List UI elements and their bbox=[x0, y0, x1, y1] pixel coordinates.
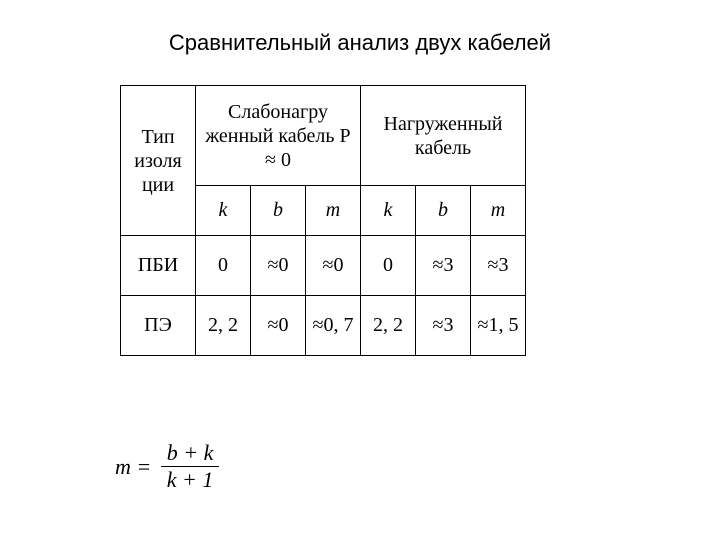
page-title: Сравнительный анализ двух кабелей bbox=[0, 30, 720, 56]
cell: 2, 2 bbox=[361, 296, 416, 356]
formula-numerator: b + k bbox=[161, 440, 220, 467]
sub-header: m bbox=[471, 186, 526, 236]
sub-header: b bbox=[416, 186, 471, 236]
cell: 0 bbox=[361, 236, 416, 296]
cell: ≈0 bbox=[251, 236, 306, 296]
cell: 0 bbox=[196, 236, 251, 296]
sub-header: b bbox=[251, 186, 306, 236]
table-row: ПЭ 2, 2 ≈0 ≈0, 7 2, 2 ≈3 ≈1, 5 bbox=[121, 296, 526, 356]
cell: ≈0, 7 bbox=[306, 296, 361, 356]
sub-header: k bbox=[361, 186, 416, 236]
cell: ≈1, 5 bbox=[471, 296, 526, 356]
formula: m = b + k k + 1 bbox=[115, 440, 219, 494]
row-label: ПБИ bbox=[121, 236, 196, 296]
comparison-table-wrapper: Тип изоля ции Слабонагру женный кабель P… bbox=[120, 85, 526, 356]
row-label: ПЭ bbox=[121, 296, 196, 356]
formula-fraction: b + k k + 1 bbox=[161, 440, 220, 494]
cell: ≈3 bbox=[471, 236, 526, 296]
cell: ≈3 bbox=[416, 296, 471, 356]
group-header-1: Нагруженный кабель bbox=[361, 86, 526, 186]
cell: ≈0 bbox=[306, 236, 361, 296]
comparison-table: Тип изоля ции Слабонагру женный кабель P… bbox=[120, 85, 526, 356]
table-row: ПБИ 0 ≈0 ≈0 0 ≈3 ≈3 bbox=[121, 236, 526, 296]
group-header-0: Слабонагру женный кабель P ≈ 0 bbox=[196, 86, 361, 186]
cell: ≈0 bbox=[251, 296, 306, 356]
sub-header: m bbox=[306, 186, 361, 236]
row-header-label: Тип изоля ции bbox=[121, 86, 196, 236]
formula-lhs: m = bbox=[115, 454, 151, 480]
formula-denominator: k + 1 bbox=[161, 467, 220, 493]
cell: ≈3 bbox=[416, 236, 471, 296]
sub-header: k bbox=[196, 186, 251, 236]
cell: 2, 2 bbox=[196, 296, 251, 356]
